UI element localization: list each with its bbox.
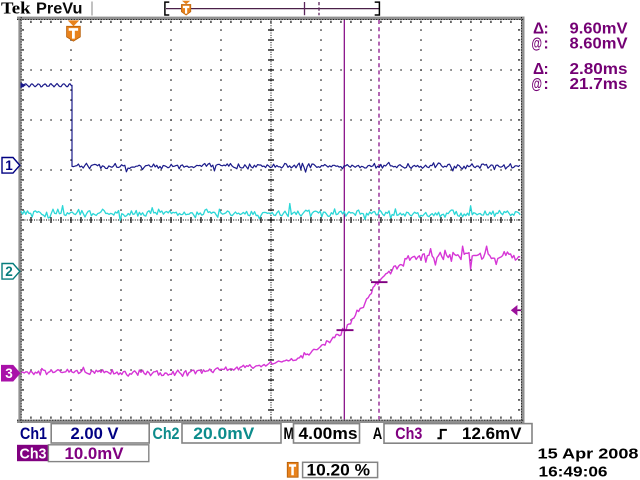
svg-text:15 Apr 2008: 15 Apr 2008	[538, 446, 639, 462]
svg-text:10.20 %: 10.20 %	[307, 461, 371, 480]
svg-text:Δ: Δ	[533, 21, 544, 38]
svg-text:10.0mV: 10.0mV	[65, 444, 125, 463]
svg-text::: :	[544, 36, 549, 53]
svg-text::: :	[544, 61, 549, 78]
svg-text:8.60mV: 8.60mV	[570, 36, 629, 53]
svg-text:20.0mV: 20.0mV	[193, 424, 255, 443]
svg-text:2: 2	[5, 264, 13, 279]
svg-text:Ch2: Ch2	[153, 424, 180, 443]
svg-text:4.00ms: 4.00ms	[299, 424, 358, 443]
svg-text::: :	[544, 76, 549, 93]
svg-text:1: 1	[5, 158, 13, 173]
svg-text:2.00 V: 2.00 V	[71, 424, 120, 443]
svg-text:PreVu: PreVu	[36, 1, 83, 18]
svg-text:16:49:06: 16:49:06	[539, 464, 608, 480]
svg-text:A: A	[373, 424, 383, 443]
svg-text:Ch3: Ch3	[20, 445, 47, 462]
svg-text::: :	[544, 21, 549, 38]
svg-text:Ch1: Ch1	[20, 424, 47, 443]
svg-text:Δ: Δ	[533, 61, 544, 78]
svg-text:2.80ms: 2.80ms	[570, 61, 628, 78]
svg-text:12.6mV: 12.6mV	[462, 424, 522, 443]
svg-text:Ch3: Ch3	[395, 424, 422, 443]
svg-text:@: @	[532, 36, 543, 53]
svg-text:9.60mV: 9.60mV	[570, 21, 629, 38]
svg-text:21.7ms: 21.7ms	[570, 76, 628, 93]
svg-text:3: 3	[5, 366, 13, 381]
svg-text:@: @	[532, 76, 543, 93]
svg-text:Tek: Tek	[1, 0, 31, 18]
svg-text:M: M	[284, 424, 295, 443]
